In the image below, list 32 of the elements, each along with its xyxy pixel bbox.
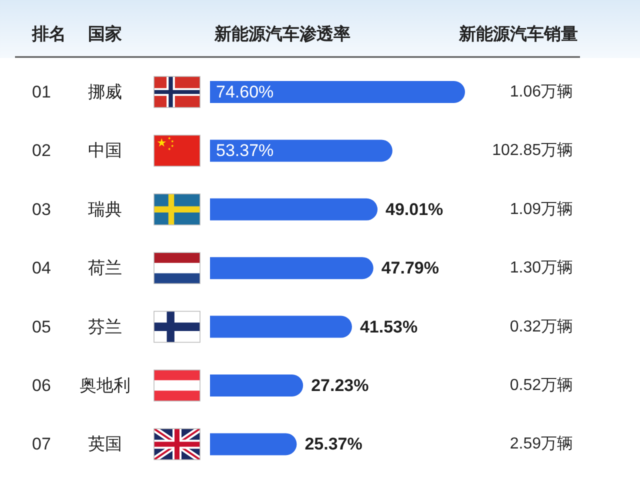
- annotation: 05: [32, 317, 51, 336]
- category: 奥地利: [80, 376, 130, 395]
- value-label: 47.79%: [381, 258, 440, 278]
- annotation: 07: [32, 434, 51, 454]
- annotation: 04: [32, 258, 51, 278]
- annotation: 2.59万辆: [510, 436, 573, 453]
- annotation: 06: [32, 376, 51, 395]
- annotation: 03: [32, 200, 51, 219]
- annotation: 0.32万辆: [510, 318, 573, 336]
- category: 中国: [88, 141, 122, 160]
- annotation: 排名: [32, 24, 66, 44]
- category: 芬兰: [88, 317, 122, 336]
- annotation: 102.85万辆: [492, 142, 573, 160]
- value-label: 53.37%: [216, 141, 274, 160]
- value-label: 49.01%: [386, 200, 444, 219]
- annotation: 新能源汽车销量: [459, 24, 578, 44]
- annotation: 01: [32, 82, 51, 102]
- annotation: 1.06万辆: [510, 84, 573, 100]
- value-label: 41.53%: [360, 317, 418, 336]
- annotation: 1.30万辆: [510, 260, 573, 277]
- value-label: 27.23%: [311, 376, 369, 395]
- ylabel: 国家: [88, 24, 122, 44]
- value-label: 74.60%: [216, 82, 274, 102]
- annotation: 1.09万辆: [510, 200, 573, 218]
- category: 挪威: [88, 82, 122, 102]
- value-label: 25.37%: [304, 434, 362, 454]
- xlabel: 新能源汽车渗透率: [214, 24, 351, 44]
- category: 荷兰: [88, 258, 122, 278]
- annotation: 02: [32, 141, 51, 160]
- category: 英国: [88, 434, 122, 454]
- annotation: 0.52万辆: [510, 377, 573, 394]
- category: 瑞典: [88, 200, 122, 219]
